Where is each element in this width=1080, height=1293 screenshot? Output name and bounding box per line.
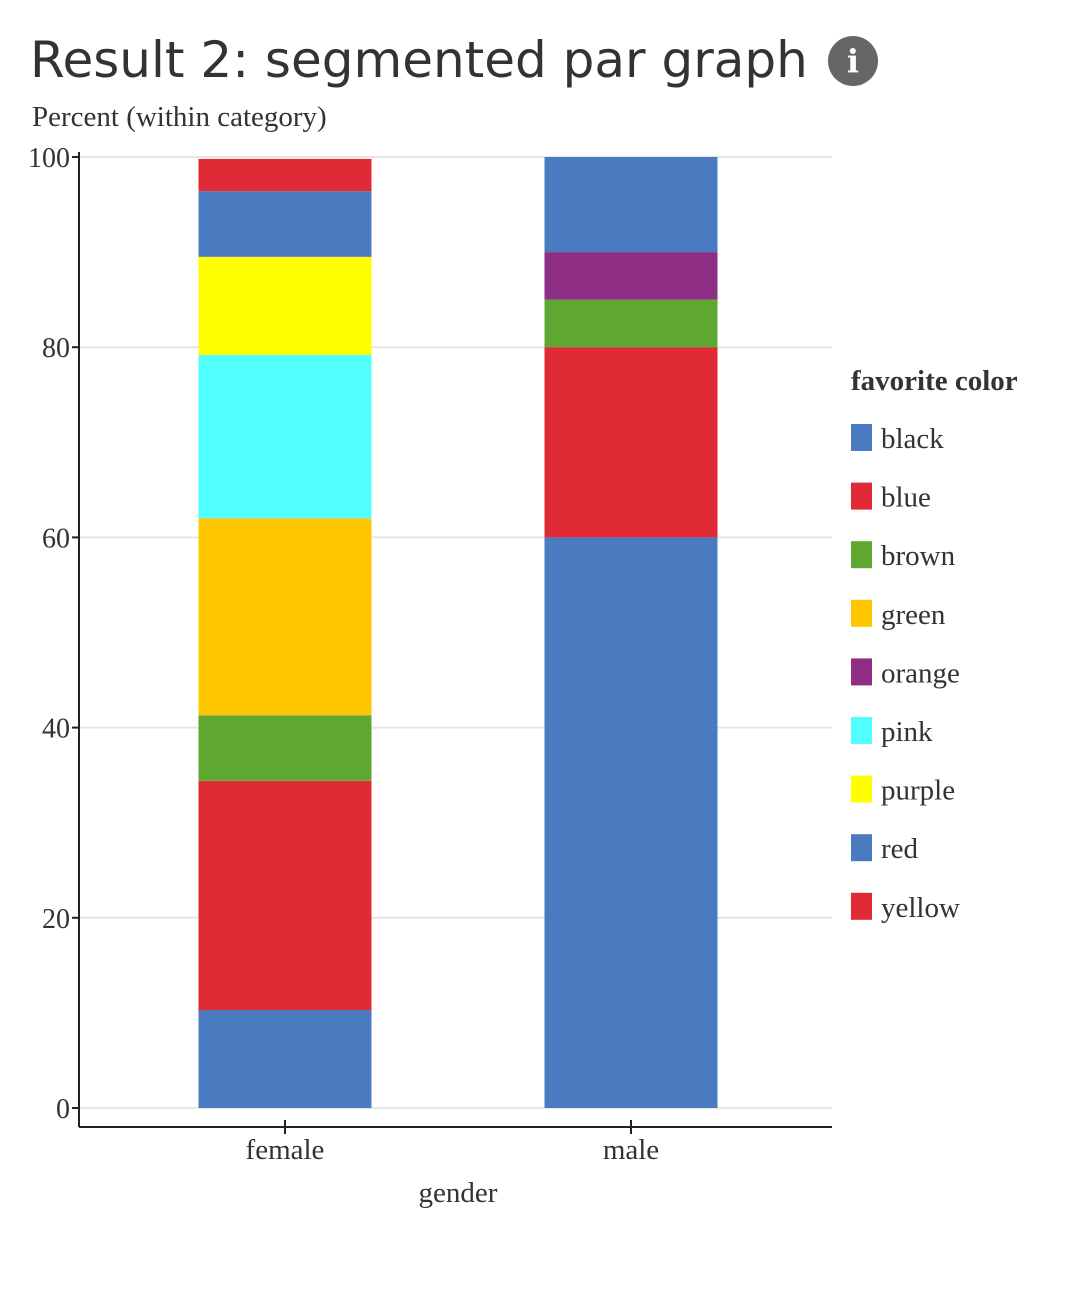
legend-label: pink [881,716,933,748]
x-tick-label: male [603,1134,659,1166]
legend-swatch [851,599,872,627]
legend: black blue brown green orange pink purple red ye… [851,423,960,924]
legend-label: blue [881,482,931,514]
x-ticks: female male [246,1120,659,1166]
y-tick-label: 0 [56,1094,70,1125]
legend-item-red[interactable]: red [851,833,919,865]
legend-label: orange [881,657,960,689]
bar-segment-female-red[interactable] [198,191,372,257]
bar-segment-male-red[interactable] [544,157,718,253]
bar-segment-female-black[interactable] [198,1010,372,1108]
y-tick-label: 100 [28,143,70,174]
legend-swatch [851,482,872,510]
y-tick-label: 80 [42,333,70,364]
y-tick-label: 60 [42,523,70,554]
legend-item-purple[interactable]: purple [851,775,955,807]
bar-segment-female-yellow[interactable] [198,158,372,192]
legend-label: yellow [881,892,960,924]
bar-segment-female-blue[interactable] [198,780,372,1011]
legend-swatch [851,658,872,686]
y-tick-label: 40 [42,714,70,745]
bar-segment-male-orange[interactable] [544,252,718,300]
legend-item-blue[interactable]: blue [851,482,931,514]
gridlines [79,156,832,1109]
legend-label: green [881,599,946,631]
legend-swatch [851,717,872,744]
bar-segment-female-green[interactable] [198,518,372,716]
y-axis-label: Percent (within category) [32,101,327,133]
legend-item-yellow[interactable]: yellow [851,892,960,924]
legend-item-orange[interactable]: orange [851,657,960,689]
y-ticks: 0 20 40 60 80 100 [28,143,79,1125]
info-icon[interactable]: i [828,36,878,86]
legend-title: favorite color [851,365,1018,397]
x-tick-label: female [246,1134,325,1166]
y-tick-label: 20 [42,904,70,935]
legend-swatch [851,541,872,569]
legend-label: purple [881,775,955,807]
legend-label: red [881,833,919,865]
legend-label: black [881,423,944,455]
header: Result 2: segmented par graph i [30,22,930,102]
legend-item-green[interactable]: green [851,599,946,631]
legend-swatch [851,834,872,862]
bar-segment-male-brown[interactable] [544,299,718,348]
x-axis-label: gender [419,1177,498,1209]
bar-segment-female-purple[interactable] [198,256,372,355]
bar-segment-female-brown[interactable] [198,715,372,781]
bars [198,157,718,1108]
legend-swatch [851,775,872,803]
legend-label: brown [881,540,956,572]
bar-segment-female-pink[interactable] [198,354,372,519]
page-title: Result 2: segmented par graph [30,31,808,89]
legend-item-brown[interactable]: brown [851,540,956,572]
bar-segment-male-black[interactable] [544,537,718,1108]
legend-swatch [851,892,872,920]
legend-item-pink[interactable]: pink [851,716,933,748]
axes [78,152,832,1128]
legend-swatch [851,424,872,451]
legend-item-black[interactable]: black [851,423,944,455]
bar-segment-male-blue[interactable] [544,347,718,538]
